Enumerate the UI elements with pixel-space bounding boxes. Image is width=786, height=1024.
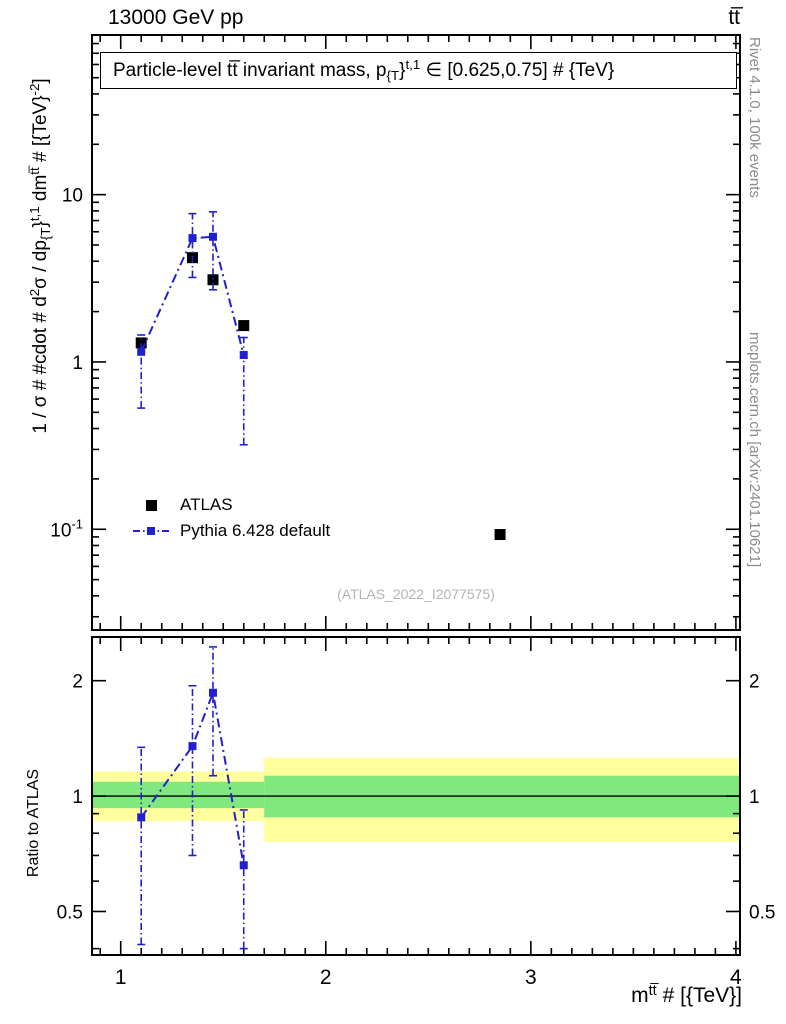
svg-text:1: 1 [72,353,83,374]
data-marker-wrap [132,499,170,511]
svg-text:1: 1 [115,966,127,989]
legend: ATLAS Pythia 6.428 default [132,492,330,544]
svg-text:4: 4 [730,966,742,989]
svg-text:0.5: 0.5 [57,902,83,923]
legend-item-atlas: ATLAS [132,492,330,518]
rivet-version-label: Rivet 4.1.0, 100k events [746,37,763,198]
svg-text:0.5: 0.5 [749,902,775,923]
legend-label-pythia: Pythia 6.428 default [180,521,331,540]
svg-text:2: 2 [749,672,760,693]
mc-marker-icon [133,527,169,535]
svg-text:1: 1 [72,787,83,808]
legend-label-atlas: ATLAS [180,495,233,514]
ratio-series [137,646,248,950]
axis-ticks [92,34,740,955]
ratio-uncertainty-bands [92,757,740,842]
beam-energy-label: 13000 GeV pp [108,6,244,29]
analysis-id-watermark: (ATLAS_2022_I2077575) [337,586,495,602]
svg-text:10-1: 10-1 [50,516,83,541]
observable-title: Particle-level tt̅ invariant mass, p{T}t… [100,52,737,89]
process-label: tt̅ [728,6,740,29]
svg-text:2: 2 [72,672,83,693]
main-series [135,210,506,541]
main-y-axis-title: 1 / σ # #cdot # d2σ / dp{T}t,1 dmtt̅ # [… [27,78,54,434]
axis-tick-labels: 10 1 10-1 2 2 1 1 0.5 0.5 1 2 3 4 [50,186,775,989]
data-marker-icon [145,499,157,511]
svg-text:1: 1 [749,787,760,808]
legend-item-pythia: Pythia 6.428 default [132,518,330,544]
x-axis-title: mtt̅ # [{TeV}] [631,982,742,1007]
svg-text:10: 10 [62,186,83,207]
ratio-y-axis-title: Ratio to ATLAS [25,768,42,878]
svg-text:3: 3 [525,966,537,989]
mcplots-credit-label: mcplots.cern.ch [arXiv:2401.10621] [746,332,763,568]
svg-text:2: 2 [320,966,332,989]
